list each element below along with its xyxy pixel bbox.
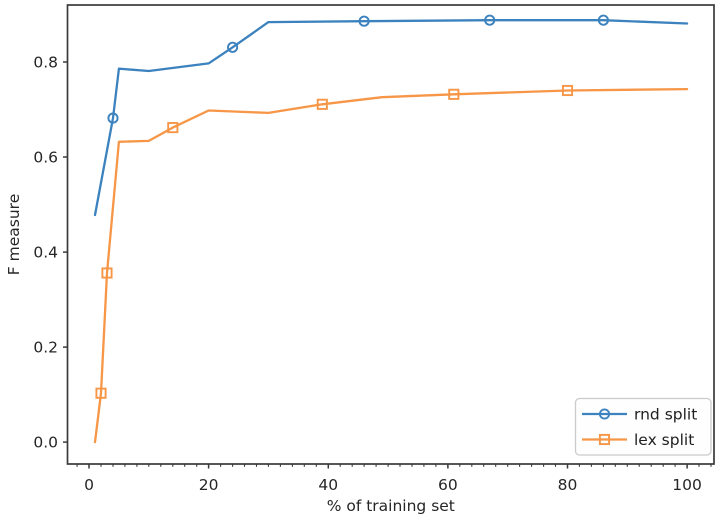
x-tick-label: 60 — [438, 476, 458, 494]
x-tick-label: 40 — [318, 476, 338, 494]
x-axis-label: % of training set — [327, 497, 455, 515]
y-axis: 0.0 0.2 0.4 0.6 0.8 — [33, 53, 68, 452]
x-tick-label: 100 — [672, 476, 702, 494]
legend-label: lex split — [634, 431, 694, 449]
axes-frame — [66, 4, 715, 465]
y-tick-label: 0.8 — [33, 53, 58, 71]
data-point-marker-square — [95, 387, 107, 399]
legend-marker-circle — [598, 408, 611, 420]
legend-marker-square — [598, 433, 611, 446]
y-tick-label: 0.0 — [33, 434, 58, 452]
legend-item-lex-split: lex split — [582, 431, 694, 449]
legend-label: rnd split — [634, 405, 697, 423]
x-tick-label: 0 — [84, 476, 94, 494]
legend-item-rnd-split: rnd split — [582, 405, 697, 423]
series-line — [93, 19, 689, 217]
data-point-marker-square — [561, 84, 574, 97]
series-rnd-split — [93, 14, 689, 217]
data-point-marker-circle — [597, 14, 609, 26]
data-point-marker-square — [101, 267, 113, 279]
data-point-marker-circle — [107, 112, 119, 124]
x-tick-label: 80 — [558, 476, 578, 494]
data-point-marker-circle — [227, 41, 239, 53]
x-tick-label: 20 — [199, 476, 219, 494]
y-tick-label: 0.4 — [33, 244, 58, 262]
x-axis: 0 20 40 60 80 100 — [84, 464, 702, 494]
y-tick-label: 0.6 — [33, 148, 58, 166]
y-tick-label: 0.2 — [33, 339, 58, 357]
y-axis-label: F measure — [5, 194, 23, 275]
data-point-marker-square — [448, 88, 460, 100]
data-point-marker-square — [167, 122, 179, 134]
data-point-marker-square — [316, 98, 328, 110]
x-minor-ticks — [76, 464, 712, 467]
series-lex-split — [93, 84, 689, 444]
data-point-marker-circle — [358, 15, 370, 27]
data-point-marker-circle — [484, 14, 496, 26]
series-line — [93, 87, 689, 444]
legend: rnd split lex split — [574, 397, 712, 456]
